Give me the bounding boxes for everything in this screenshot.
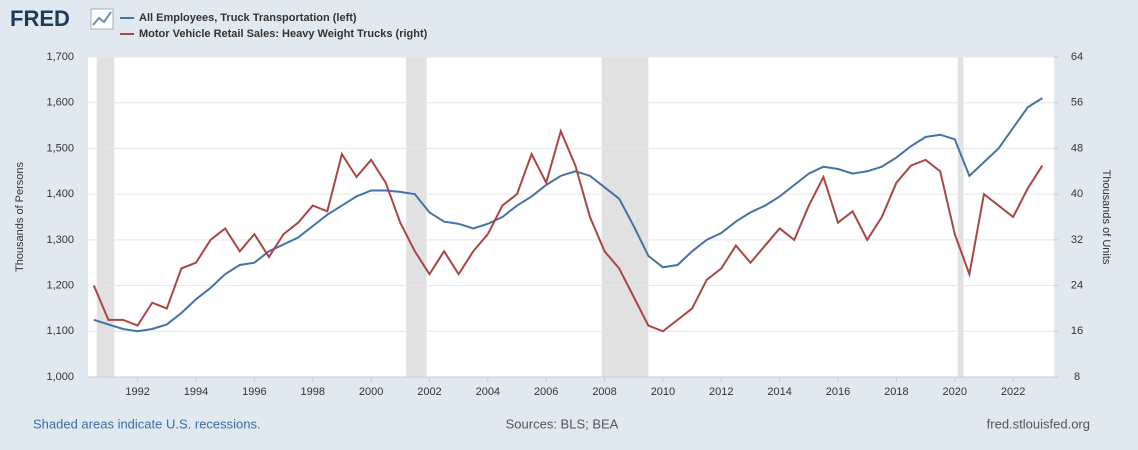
x-tick-label: 2018 (884, 386, 908, 398)
y2-tick-label: 24 (1071, 279, 1083, 291)
y2-tick-label: 32 (1071, 234, 1083, 246)
y2-tick-label: 48 (1071, 142, 1083, 154)
legend-label: Motor Vehicle Retail Sales: Heavy Weight… (139, 28, 428, 40)
series-line (93, 97, 1043, 333)
x-tick-label: 1992 (125, 386, 149, 398)
legend-label: All Employees, Truck Transportation (lef… (139, 12, 357, 24)
y2-tick-label: 56 (1071, 97, 1083, 109)
y-tick-label: 1,600 (46, 97, 74, 109)
x-tick-label: 1996 (242, 386, 266, 398)
x-tick-label: 2014 (767, 386, 791, 398)
y2-tick-label: 64 (1071, 51, 1083, 63)
x-tick-label: 2012 (709, 386, 733, 398)
x-tick-label: 2000 (359, 386, 383, 398)
recession-note: Shaded areas indicate U.S. recessions. (33, 416, 261, 431)
x-tick-label: 2010 (651, 386, 675, 398)
y-axis-label: Thousands of Persons (14, 161, 26, 272)
recession-band (406, 57, 427, 377)
recession-band (96, 57, 115, 377)
y-tick-label: 1,100 (46, 325, 74, 337)
y2-tick-label: 40 (1071, 188, 1083, 200)
x-tick-label: 2020 (943, 386, 967, 398)
y-tick-label: 1,200 (46, 279, 74, 291)
x-tick-label: 2022 (1001, 386, 1025, 398)
y2-tick-label: 8 (1074, 371, 1080, 383)
y-tick-label: 1,400 (46, 188, 74, 200)
plot-area (88, 57, 1054, 377)
recession-band (601, 57, 649, 377)
logo: FRED (10, 6, 70, 31)
source: Sources: BLS; BEA (506, 416, 619, 431)
y-tick-label: 1,500 (46, 142, 74, 154)
y-tick-label: 1,000 (46, 371, 74, 383)
series-line (92, 128, 1044, 333)
y2-axis-label: Thousands of Units (1100, 170, 1112, 265)
site: fred.stlouisfed.org (987, 416, 1090, 431)
y-tick-label: 1,700 (46, 51, 74, 63)
x-tick-label: 2004 (476, 386, 500, 398)
recession-band (957, 57, 964, 377)
x-tick-label: 2008 (592, 386, 616, 398)
logo-icon (90, 8, 114, 30)
y-tick-label: 1,300 (46, 234, 74, 246)
x-tick-label: 1998 (300, 386, 324, 398)
x-tick-label: 2016 (826, 386, 850, 398)
x-tick-label: 2006 (534, 386, 558, 398)
x-tick-label: 1994 (184, 386, 208, 398)
x-tick-label: 2002 (417, 386, 441, 398)
y2-tick-label: 16 (1071, 325, 1083, 337)
